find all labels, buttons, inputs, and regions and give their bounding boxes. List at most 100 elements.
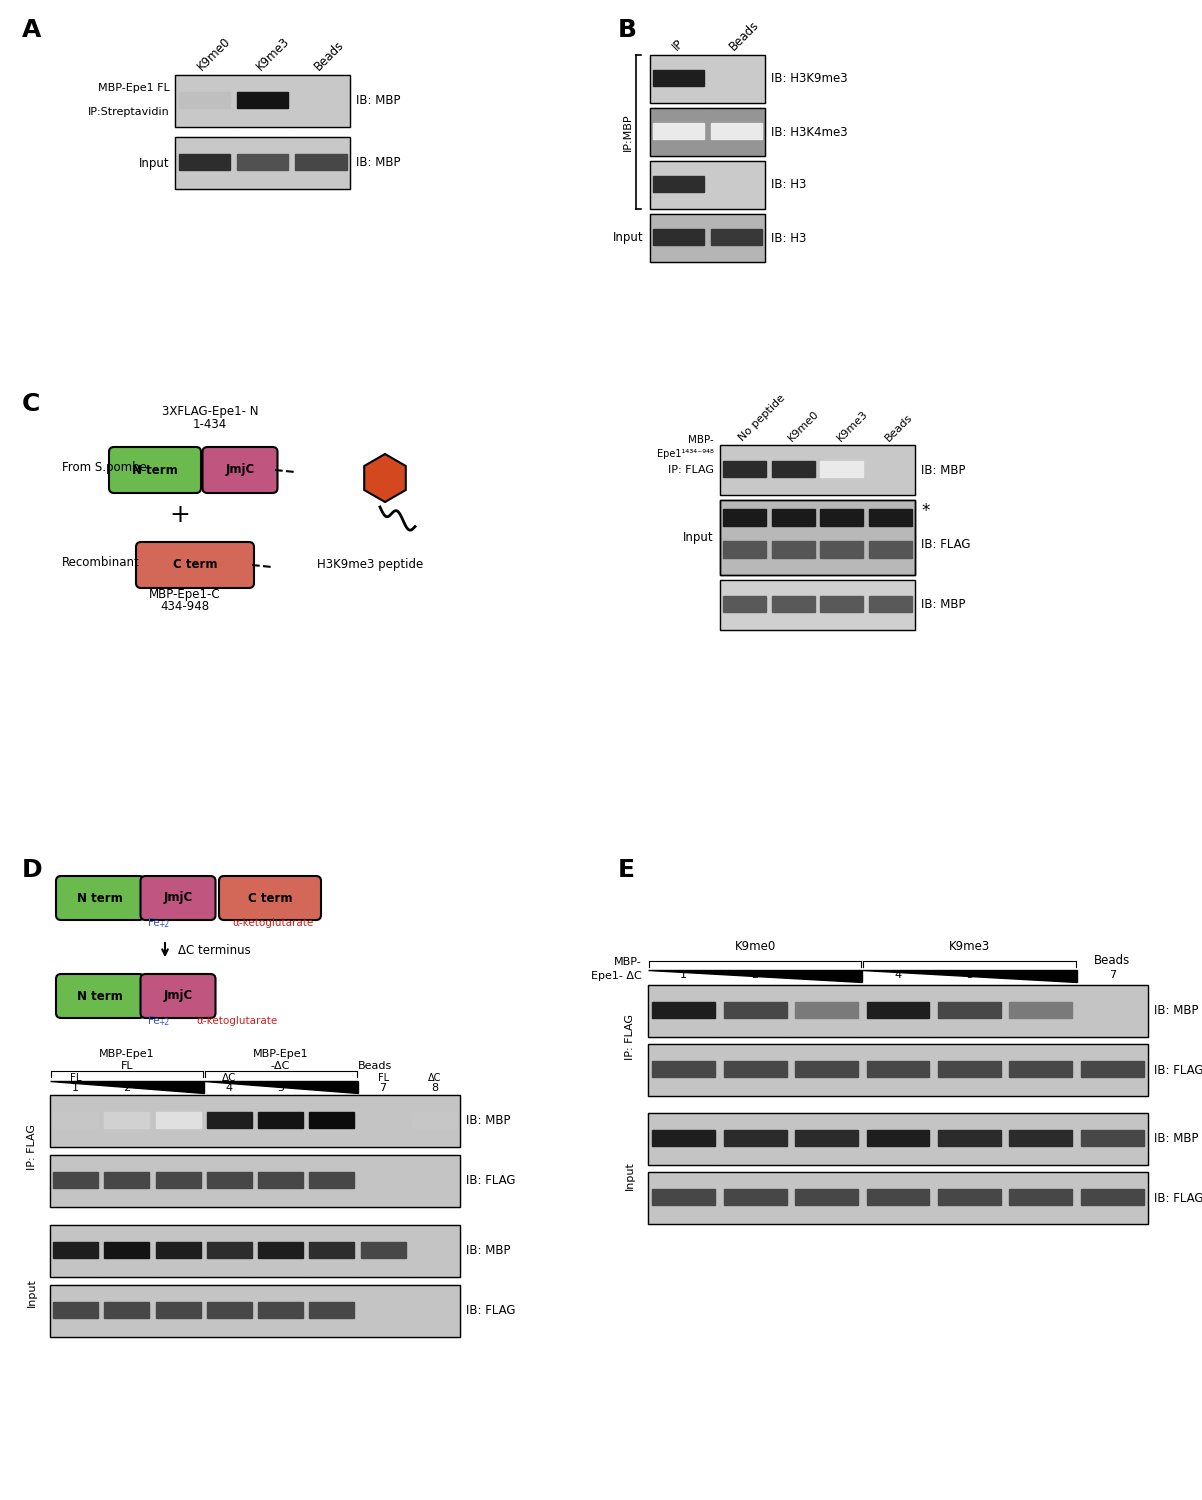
Bar: [722, 542, 766, 558]
Text: MBP-Epe1 FL: MBP-Epe1 FL: [99, 82, 169, 93]
Bar: [237, 92, 288, 108]
Bar: [720, 1172, 791, 1224]
Text: 1: 1: [680, 970, 688, 980]
Bar: [105, 1242, 149, 1258]
Text: K9me3: K9me3: [948, 940, 990, 952]
Bar: [724, 1130, 786, 1146]
Text: 5: 5: [278, 1083, 284, 1094]
FancyBboxPatch shape: [56, 974, 144, 1018]
Bar: [648, 1044, 720, 1096]
Text: IB: H3K9me3: IB: H3K9me3: [770, 72, 847, 86]
Text: N term: N term: [77, 990, 123, 1002]
Text: IB: MBP: IB: MBP: [1154, 1005, 1198, 1017]
Bar: [938, 1002, 1001, 1019]
Bar: [650, 108, 708, 156]
Bar: [938, 1060, 1001, 1077]
Bar: [309, 1112, 355, 1128]
Bar: [409, 1095, 460, 1148]
Bar: [708, 214, 764, 262]
Text: 5: 5: [966, 970, 972, 980]
Bar: [648, 1172, 1148, 1224]
Text: No peptide: No peptide: [737, 393, 787, 442]
Bar: [309, 1302, 355, 1318]
Bar: [105, 1302, 149, 1318]
Text: C term: C term: [173, 558, 218, 572]
Bar: [175, 136, 350, 189]
Bar: [650, 56, 764, 104]
Bar: [772, 542, 815, 558]
Bar: [357, 1286, 409, 1336]
Bar: [50, 1286, 101, 1336]
Bar: [258, 1302, 303, 1318]
Text: Input: Input: [26, 1278, 37, 1308]
Bar: [409, 1226, 460, 1276]
Polygon shape: [648, 970, 862, 982]
Bar: [869, 596, 912, 612]
Text: C: C: [22, 392, 41, 416]
Text: MBP-Epe1: MBP-Epe1: [252, 1048, 309, 1059]
Text: Beads: Beads: [311, 38, 346, 74]
Text: MBP-Epe1-C: MBP-Epe1-C: [149, 588, 221, 602]
Text: ΔC: ΔC: [428, 1072, 441, 1083]
Bar: [175, 75, 233, 128]
Bar: [648, 1172, 720, 1224]
Text: 3XFLAG-Epe1- N: 3XFLAG-Epe1- N: [162, 405, 258, 418]
Bar: [821, 596, 863, 612]
Bar: [653, 1060, 715, 1077]
Bar: [309, 1172, 355, 1188]
Text: IB: H3K4me3: IB: H3K4me3: [770, 126, 847, 138]
Text: K9me0: K9me0: [734, 940, 775, 952]
Bar: [867, 500, 915, 574]
Bar: [791, 1113, 862, 1166]
Bar: [769, 500, 817, 574]
Text: K9me0: K9me0: [786, 408, 821, 442]
Bar: [357, 1095, 409, 1148]
Text: IB: MBP: IB: MBP: [466, 1114, 511, 1128]
Bar: [258, 1112, 303, 1128]
Text: IP: IP: [670, 36, 686, 52]
Text: H3K9me3 peptide: H3K9me3 peptide: [317, 558, 423, 572]
Text: K9me3: K9me3: [835, 408, 869, 442]
Bar: [101, 1286, 153, 1336]
Bar: [772, 460, 815, 477]
Bar: [292, 75, 350, 128]
Bar: [650, 160, 708, 209]
Bar: [1077, 1044, 1148, 1096]
Bar: [179, 92, 230, 108]
Text: +2: +2: [157, 920, 169, 928]
Text: α-ketoglutarate: α-ketoglutarate: [196, 1016, 278, 1026]
Bar: [1010, 1060, 1072, 1077]
Bar: [409, 1155, 460, 1208]
Bar: [101, 1155, 153, 1208]
Bar: [50, 1286, 460, 1336]
Bar: [862, 1044, 934, 1096]
Bar: [258, 1172, 303, 1188]
Bar: [654, 230, 704, 244]
Bar: [653, 1002, 715, 1019]
Bar: [179, 153, 230, 171]
Bar: [724, 1060, 786, 1077]
Text: 7: 7: [1108, 970, 1115, 980]
Bar: [650, 56, 708, 104]
Bar: [650, 160, 764, 209]
Bar: [153, 1286, 204, 1336]
Bar: [1077, 1113, 1148, 1166]
Text: IB: FLAG: IB: FLAG: [1154, 1191, 1202, 1204]
Bar: [255, 1226, 307, 1276]
Bar: [720, 1044, 791, 1096]
Bar: [50, 1155, 460, 1208]
Bar: [710, 230, 762, 244]
Bar: [867, 1002, 929, 1019]
Bar: [720, 986, 791, 1036]
Bar: [175, 75, 350, 128]
Bar: [175, 136, 233, 189]
Bar: [654, 123, 704, 138]
Bar: [296, 153, 346, 171]
Text: Fe: Fe: [148, 918, 160, 928]
Bar: [357, 1155, 409, 1208]
Bar: [720, 1113, 791, 1166]
Bar: [720, 500, 915, 574]
Text: IP:MBP: IP:MBP: [623, 112, 633, 152]
Bar: [153, 1226, 204, 1276]
Bar: [796, 1002, 858, 1019]
